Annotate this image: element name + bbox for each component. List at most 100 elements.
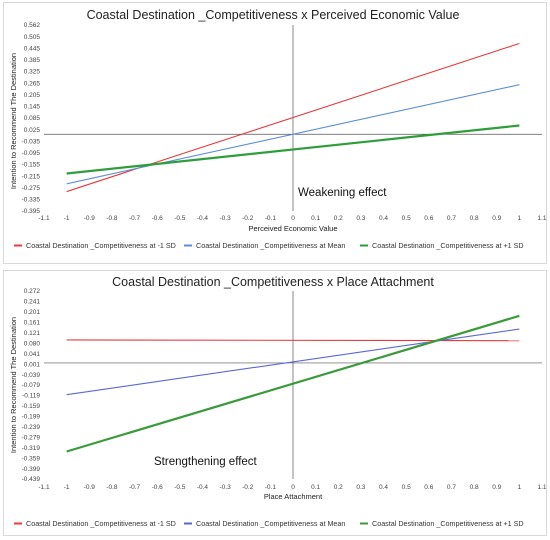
x-tick-label: -0.7 xyxy=(129,215,141,222)
x-tick-label: 1.1 xyxy=(537,484,546,491)
y-tick-label: 0.205 xyxy=(24,92,41,99)
x-tick-label: -0.9 xyxy=(84,215,96,222)
y-tick-label: -0.275 xyxy=(22,185,41,192)
x-tick-label: 0.5 xyxy=(402,484,411,491)
y-tick-label: -0.319 xyxy=(22,445,41,452)
y-tick-label: -0.035 xyxy=(22,138,41,145)
y-tick-label: 0.085 xyxy=(24,115,41,122)
series-line-1 xyxy=(66,339,520,342)
chart-place-attachment: Coastal Destination _Competitiveness x P… xyxy=(9,275,546,528)
x-tick-label: 0.4 xyxy=(379,215,388,222)
legend-label-1: Coastal Destination _Competitiveness at … xyxy=(26,241,176,250)
y-tick-label: -0.335 xyxy=(22,197,41,204)
y-tick-label: -0.095 xyxy=(22,150,41,157)
y-tick-label: -0.239 xyxy=(22,424,41,431)
x-tick-label: 0.7 xyxy=(447,484,456,491)
x-tick-label: -0.8 xyxy=(106,215,118,222)
y-tick-label: 0.001 xyxy=(24,361,41,368)
x-tick-label: 0.9 xyxy=(492,215,501,222)
y-tick-label: 0.265 xyxy=(24,80,41,87)
x-tick-label: -0.4 xyxy=(197,215,209,222)
x-tick-label: 0 xyxy=(291,215,295,222)
x-tick-label: 0.9 xyxy=(492,484,501,491)
legend-label-3: Coastal Destination _Competitiveness at … xyxy=(372,519,524,528)
x-tick-label: -1 xyxy=(64,215,70,222)
y-axis-label: Intention to Recommend The Destination xyxy=(9,53,18,189)
x-tick-label: 0.1 xyxy=(311,215,320,222)
x-tick-label: 0.6 xyxy=(424,484,433,491)
series-line-3 xyxy=(66,314,520,453)
y-tick-label: 0.385 xyxy=(24,57,41,64)
y-tick-label: 0.241 xyxy=(24,299,41,306)
x-axis-label: Perceived Economic Value xyxy=(248,224,337,233)
y-tick-label: -0.215 xyxy=(22,173,41,180)
x-tick-label: -0.1 xyxy=(265,484,277,491)
y-tick-label: -0.039 xyxy=(22,372,41,379)
x-tick-label: -0.2 xyxy=(242,215,254,222)
chart-panel-economic-value: Coastal Destination _Competitiveness x P… xyxy=(3,2,547,264)
chart-economic-value: Coastal Destination _Competitiveness x P… xyxy=(9,8,546,250)
x-tick-label: -1.1 xyxy=(38,215,50,222)
x-tick-label: -0.4 xyxy=(197,484,209,491)
y-tick-label: 0.272 xyxy=(24,288,41,295)
chart-title: Coastal Destination _Competitiveness x P… xyxy=(87,8,460,22)
y-tick-label: -0.439 xyxy=(22,476,41,483)
x-tick-label: -0.2 xyxy=(242,484,254,491)
series-line-2 xyxy=(66,328,520,396)
series-line-2 xyxy=(66,84,520,185)
legend-label-2: Coastal Destination _Competitiveness at … xyxy=(196,519,345,528)
y-tick-label: -0.395 xyxy=(22,208,41,215)
y-tick-label: -0.079 xyxy=(22,382,41,389)
legend-label-1: Coastal Destination _Competitiveness at … xyxy=(26,519,176,528)
x-tick-label: -0.7 xyxy=(129,484,141,491)
chart-panel-place-attachment: Coastal Destination _Competitiveness x P… xyxy=(3,270,547,536)
y-tick-label: 0.562 xyxy=(24,22,41,29)
x-tick-label: -0.1 xyxy=(265,215,277,222)
series-line-3 xyxy=(66,124,520,175)
y-axis-label: Intention to Recommend The Destination xyxy=(9,317,18,453)
x-tick-label: 0.8 xyxy=(470,484,479,491)
x-tick-label: 0.3 xyxy=(356,215,365,222)
y-tick-label: -0.119 xyxy=(22,393,40,400)
y-tick-label: -0.399 xyxy=(22,466,41,473)
x-tick-label: 0.6 xyxy=(424,215,433,222)
y-tick-label: 0.161 xyxy=(24,320,41,327)
y-tick-label: 0.201 xyxy=(24,309,41,316)
x-tick-label: 1 xyxy=(518,215,522,222)
y-tick-label: 0.025 xyxy=(24,127,41,134)
y-tick-label: 0.080 xyxy=(24,340,41,347)
x-tick-label: 0.3 xyxy=(356,484,365,491)
y-tick-label: -0.359 xyxy=(22,455,41,462)
x-tick-label: 0.7 xyxy=(447,215,456,222)
effect-annotation: Weakening effect xyxy=(298,187,387,199)
x-tick-label: -0.5 xyxy=(174,215,186,222)
x-tick-label: 1.1 xyxy=(537,215,546,222)
y-tick-label: 0.445 xyxy=(24,45,41,52)
x-tick-label: 0.2 xyxy=(334,484,343,491)
x-axis-label: Place Attachment xyxy=(264,492,323,501)
x-tick-label: 0.1 xyxy=(311,484,320,491)
x-tick-label: -0.9 xyxy=(84,484,96,491)
x-tick-label: -0.6 xyxy=(152,215,164,222)
y-tick-label: 0.505 xyxy=(24,34,41,41)
x-tick-label: 0.2 xyxy=(334,215,343,222)
x-tick-label: -0.3 xyxy=(219,484,231,491)
y-tick-label: -0.155 xyxy=(22,162,41,169)
x-tick-label: 0 xyxy=(291,484,295,491)
legend-label-3: Coastal Destination _Competitiveness at … xyxy=(372,241,524,250)
y-tick-label: 0.121 xyxy=(24,330,41,337)
x-tick-label: -0.3 xyxy=(219,215,231,222)
x-tick-label: 0.5 xyxy=(402,215,411,222)
x-tick-label: -1 xyxy=(64,484,70,491)
x-tick-label: 0.8 xyxy=(470,215,479,222)
x-tick-label: -1.1 xyxy=(38,484,50,491)
x-tick-label: -0.8 xyxy=(106,484,118,491)
x-tick-label: 0.4 xyxy=(379,484,388,491)
y-tick-label: -0.159 xyxy=(22,403,41,410)
effect-annotation: Strengthening effect xyxy=(154,456,258,468)
y-tick-label: 0.145 xyxy=(24,104,41,111)
y-tick-label: 0.325 xyxy=(24,69,41,76)
x-tick-label: 1 xyxy=(518,484,522,491)
y-tick-label: 0.041 xyxy=(24,351,41,358)
chart-title: Coastal Destination _Competitiveness x P… xyxy=(112,275,434,289)
